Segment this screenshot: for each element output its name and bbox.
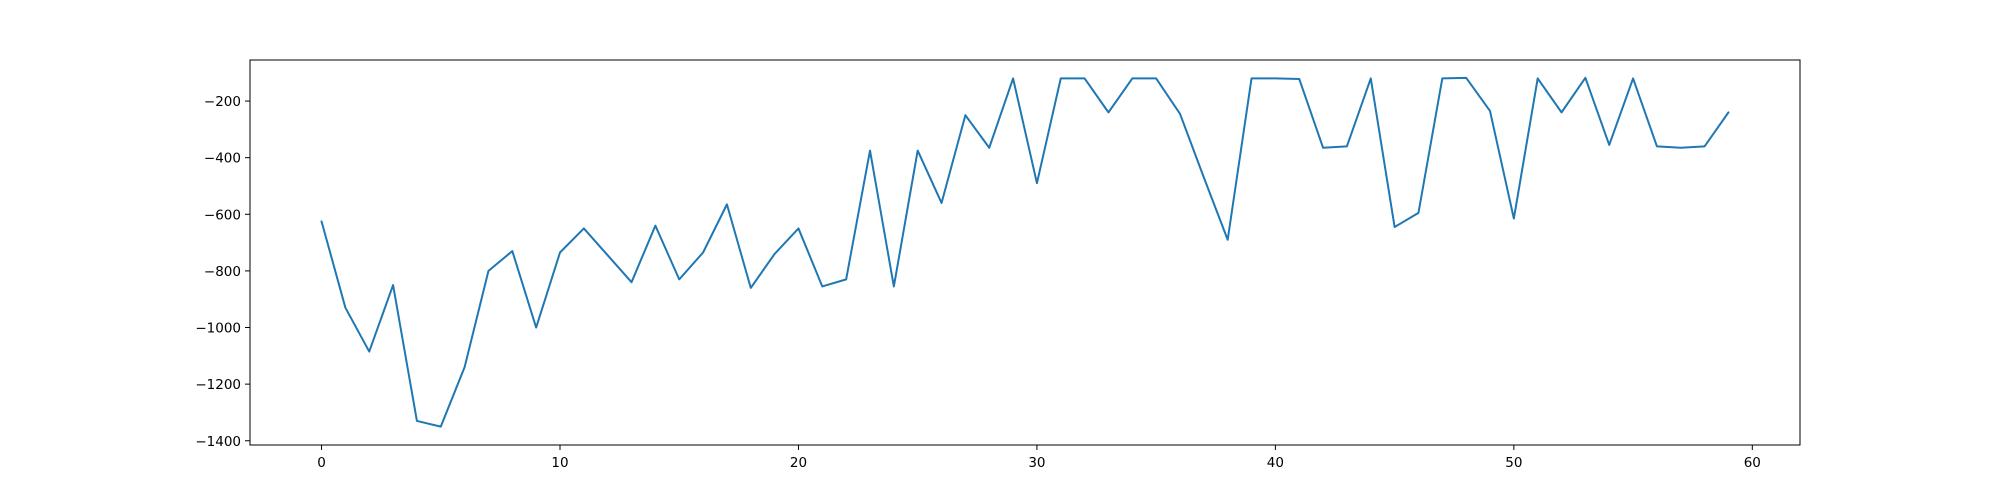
y-tick-label: −200 xyxy=(204,94,241,110)
x-tick-label: 30 xyxy=(1028,455,1045,471)
y-tick-label: −800 xyxy=(204,264,241,280)
x-tick-label: 40 xyxy=(1267,455,1284,471)
x-tick-label: 10 xyxy=(551,455,568,471)
plot-background xyxy=(250,60,1800,445)
x-axis: 0 10 20 30 40 50 60 xyxy=(317,445,1761,471)
series-line xyxy=(320,76,1730,428)
x-tick-label: 0 xyxy=(317,455,326,471)
y-tick-label: −600 xyxy=(204,207,241,223)
plot-frame xyxy=(249,59,1801,446)
y-tick-label: −400 xyxy=(204,151,241,167)
y-tick-label: −1400 xyxy=(195,434,241,450)
x-tick-label: 50 xyxy=(1505,455,1522,471)
x-tick-label: 20 xyxy=(790,455,807,471)
y-tick-label: −1000 xyxy=(195,321,241,337)
y-tick-label: −1200 xyxy=(195,377,241,393)
plot-area xyxy=(320,76,1730,428)
y-axis: −1400 −1200 −1000 −800 −600 −400 −200 xyxy=(195,94,250,450)
x-tick-label: 60 xyxy=(1744,455,1761,471)
